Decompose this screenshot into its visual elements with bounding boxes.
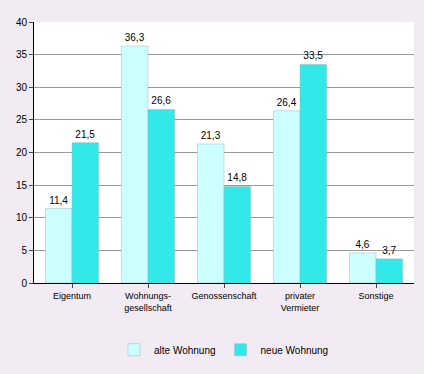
svg-text:4,6: 4,6 bbox=[356, 239, 370, 250]
svg-text:26,6: 26,6 bbox=[151, 95, 171, 106]
svg-text:alte Wohnung: alte Wohnung bbox=[154, 345, 216, 356]
svg-text:Genossenschaft: Genossenschaft bbox=[191, 291, 257, 301]
svg-text:40: 40 bbox=[16, 17, 28, 28]
svg-text:25: 25 bbox=[16, 114, 28, 125]
svg-text:21,3: 21,3 bbox=[201, 130, 221, 141]
svg-text:neue Wohnung: neue Wohnung bbox=[261, 345, 329, 356]
svg-text:20: 20 bbox=[16, 147, 28, 158]
svg-text:11,4: 11,4 bbox=[49, 195, 68, 206]
svg-text:Eigentum: Eigentum bbox=[53, 291, 91, 301]
svg-text:14,8: 14,8 bbox=[227, 172, 247, 183]
svg-text:5: 5 bbox=[21, 245, 27, 256]
svg-text:33,5: 33,5 bbox=[303, 50, 323, 61]
svg-text:Wohnungs-gesellschaft: Wohnungs-gesellschaft bbox=[124, 291, 172, 313]
svg-text:36,3: 36,3 bbox=[125, 32, 145, 43]
svg-text:Sonstige: Sonstige bbox=[358, 291, 393, 301]
svg-text:15: 15 bbox=[16, 180, 28, 191]
svg-text:10: 10 bbox=[16, 212, 28, 223]
svg-text:21,5: 21,5 bbox=[75, 129, 95, 140]
svg-text:3,7: 3,7 bbox=[382, 245, 396, 256]
svg-text:30: 30 bbox=[16, 82, 28, 93]
svg-text:35: 35 bbox=[16, 49, 28, 60]
svg-text:26,4: 26,4 bbox=[277, 97, 297, 108]
svg-text:0: 0 bbox=[21, 278, 27, 289]
svg-text:privaterVermieter: privaterVermieter bbox=[281, 291, 320, 313]
